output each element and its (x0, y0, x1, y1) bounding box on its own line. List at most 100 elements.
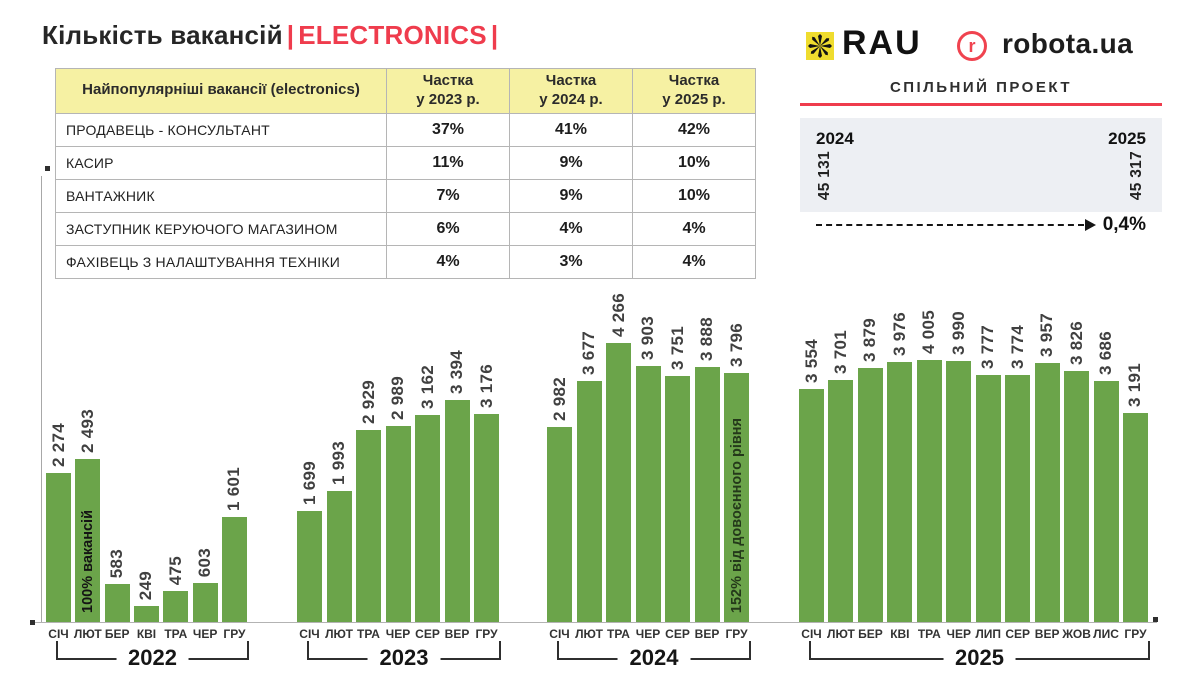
month-label: ТРА (917, 627, 941, 641)
table-row: КАСИР 11% 9% 10% (55, 145, 756, 180)
table-header-share-1: Частка у 2023 р. (386, 68, 510, 114)
month-label: СЕР (415, 627, 440, 641)
bar-group-2025: 3 554 СІЧ 3 701 ЛЮТ 3 879 БЕР 3 976 КВІ 4 005 ТРА… (799, 252, 1148, 641)
bar-2025-КВІ (887, 362, 913, 622)
bar-value-label: 3 990 (948, 310, 968, 355)
bar-value-label: 1 601 (224, 466, 244, 511)
bar-column: 583 БЕР (104, 252, 130, 641)
year-label: 2023 (367, 645, 441, 671)
month-label: ВЕР (694, 627, 720, 641)
bar-column: 3 879 БЕР (857, 252, 883, 641)
month-label: ЛИП (975, 627, 1002, 641)
robota-ua-wordmark: robota.ua (1002, 28, 1134, 59)
bar-column: 3 394 ВЕР (444, 252, 470, 641)
robota-ua-icon: r (957, 31, 987, 61)
bar-value-label: 3 879 (860, 317, 880, 362)
year-label: 2024 (617, 645, 691, 671)
title-highlight: ELECTRONICS (298, 20, 487, 50)
top-vacancies-table: Найпопулярніші вакансії (electronics) Час… (55, 68, 756, 279)
table-row: ФАХІВЕЦЬ З НАЛАШТУВАННЯ ТЕХНІКИ 4% 3% 4% (55, 244, 756, 279)
vacancy-share: 11% (386, 145, 510, 180)
bar-value-label: 3 686 (1096, 330, 1116, 375)
bar-value-label: 3 162 (417, 364, 437, 409)
vacancy-share: 42% (632, 112, 756, 147)
bar-2023-СЕР (415, 415, 440, 622)
joint-project-label: СПІЛЬНИЙ ПРОЕКТ (889, 79, 1073, 96)
month-label: ЧЕР (946, 627, 971, 641)
vacancy-name: ПРОДАВЕЦЬ - КОНСУЛЬТАНТ (55, 112, 387, 147)
bar-2022-ЧЕР (192, 583, 218, 622)
month-label: БЕР (104, 627, 130, 641)
arrow-head-icon (1084, 219, 1096, 232)
bar-2025-ЧЕР (946, 361, 972, 622)
bar-value-label: 603 (195, 547, 215, 577)
vacancy-share: 4% (632, 244, 756, 279)
bar-2024-СІЧ (547, 427, 572, 622)
bar-2025-ЖОВ (1064, 371, 1090, 622)
title-pipe-end: | (490, 20, 499, 50)
bar-column: 4 005 ТРА (916, 252, 942, 641)
month-label: ТРА (607, 627, 630, 641)
bar-2025-СІЧ (799, 389, 824, 622)
bar-2025-СЕР (1005, 375, 1031, 622)
bar-value-label: 3 394 (447, 349, 466, 394)
month-label: ЛЮТ (827, 627, 855, 641)
bar-value-label: 3 774 (1007, 324, 1027, 369)
title-pipe: | (286, 20, 295, 50)
chart-x-axis (33, 622, 1157, 623)
vacancy-name: ЗАСТУПНИК КЕРУЮЧОГО МАГАЗИНОМ (55, 211, 387, 246)
bar-column: 3 677 ЛЮТ (575, 252, 603, 641)
bar-2022-ТРА (163, 591, 189, 622)
month-label: КВІ (136, 627, 157, 641)
bar-2024-ТРА (606, 343, 631, 622)
red-divider (800, 103, 1162, 106)
table-header-share-3: Частка у 2025 р. (632, 68, 756, 114)
in-bar-annotation: 152% від довоєнного рівня (728, 417, 745, 613)
bar-value-label: 2 982 (549, 376, 569, 421)
bar-2024-ЧЕР (635, 366, 661, 622)
bar-value-label: 3 701 (830, 329, 850, 374)
month-label: КВІ (890, 627, 910, 641)
summary-year-left: 2024 (816, 129, 854, 148)
vacancy-share: 7% (386, 178, 510, 213)
bar-2022-ГРУ (221, 517, 247, 622)
month-label: ГРУ (223, 627, 246, 641)
axis-end-marker-top (45, 166, 50, 171)
bar-2024-СЕР (665, 376, 690, 622)
vacancy-share: 10% (632, 145, 756, 180)
bar-column: 3 777 ЛИП (975, 252, 1001, 641)
bar-2023-ТРА (356, 430, 381, 622)
bar-column: 2 274 СІЧ (46, 252, 71, 641)
bar-value-label: 2 929 (358, 379, 378, 424)
robota-r-glyph: r (968, 35, 976, 56)
bar-column: 3 191 ГРУ (1122, 252, 1148, 641)
bar-column: 3 686 ЛИС (1093, 252, 1119, 641)
bar-2024-ГРУ: 152% від довоєнного рівня (724, 373, 749, 622)
vacancy-share: 37% (386, 112, 510, 147)
bar-2024-ВЕР (694, 367, 720, 622)
month-label: ЛЮТ (73, 627, 102, 641)
bar-value-label: 2 989 (388, 375, 407, 420)
month-label: ЖОВ (1062, 627, 1091, 641)
bar-2022-СІЧ (46, 473, 71, 622)
month-label: ЛЮТ (325, 627, 353, 641)
bar-value-label: 475 (165, 555, 185, 585)
month-label: СІЧ (549, 627, 570, 641)
bar-column: 3 976 КВІ (887, 252, 913, 641)
year-label: 2022 (116, 645, 189, 671)
bar-group-2024: 2 982 СІЧ 3 677 ЛЮТ 4 266 ТРА 3 903 ЧЕР 3 751 СЕР… (547, 252, 749, 641)
bar-value-label: 2 493 (77, 408, 97, 453)
month-label: ЛЮТ (575, 627, 603, 641)
bar-value-label: 583 (107, 548, 127, 578)
table-row: ВАНТАЖНИК 7% 9% 10% (55, 178, 756, 213)
year-comparison-box: 2024 2025 45 131 45 317 0,4% (800, 118, 1162, 235)
page-title: Кількість вакансій | ELECTRONICS | (42, 20, 502, 51)
bar-column: 3 888 ВЕР (694, 252, 720, 641)
month-label: СІЧ (48, 627, 69, 641)
bar-column: 2 493 100% вакансій ЛЮТ (74, 252, 102, 641)
in-bar-annotation: 100% вакансій (79, 510, 96, 613)
year-label: 2025 (943, 645, 1016, 671)
bar-column: 2 989 ЧЕР (385, 252, 411, 641)
bar-2025-ВЕР (1034, 363, 1060, 622)
table-header-share-2: Частка у 2024 р. (509, 68, 633, 114)
